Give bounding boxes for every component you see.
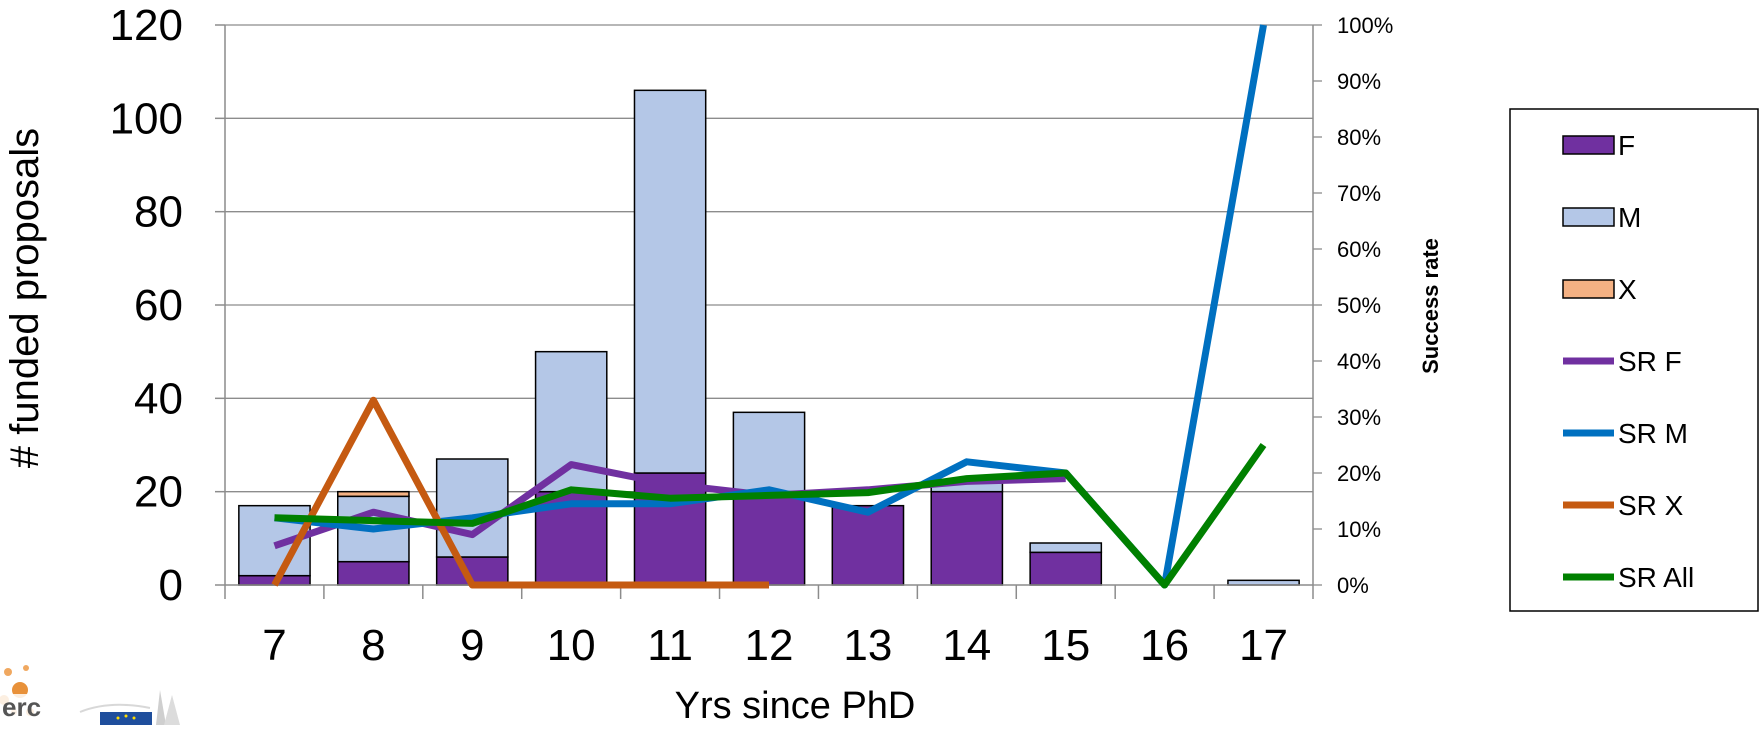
x-tick-label: 12 [745,621,794,670]
gridlines [225,24,1313,493]
bar-f-13 [831,504,905,586]
bar-m-11 [633,89,707,474]
x-tick-label: 17 [1239,621,1288,670]
line-sr-all [274,442,1267,589]
legend-label-sr-x: SR X [1618,490,1684,521]
line-sr-x [271,396,769,589]
legend-swatch-m [1562,207,1615,227]
y-tick-label: 0 [159,561,183,610]
x-tick-label: 16 [1140,621,1189,670]
y-tick-label: 40 [134,374,183,423]
line-series [271,24,1267,589]
bar-series [238,89,1300,586]
bar-f-12 [732,490,806,586]
svg-text:erc: erc [2,692,41,722]
x-tick-label: 11 [647,621,693,670]
y2-tick-label: 70% [1337,181,1381,206]
y2-tick-label: 90% [1337,69,1381,94]
bar-f-15 [1029,551,1103,586]
eu-flag-logo [79,690,180,725]
legend-label-m: M [1618,202,1641,233]
legend-label-sr-m: SR M [1618,418,1688,449]
x-tick-label: 10 [547,621,596,670]
y2-tick-label: 20% [1337,461,1381,486]
y-axis-title: # funded proposals [3,128,47,468]
erc-logo: erc [0,665,44,722]
y2-tick-label: 60% [1337,237,1381,262]
x-tick-label: 8 [361,621,385,670]
legend-label-sr-all: SR All [1618,562,1694,593]
bar-m-12 [732,411,806,493]
legend-swatch-x [1562,279,1615,299]
bar-x-8 [337,490,410,498]
y2-tick-label: 40% [1337,349,1381,374]
y-tick-label: 20 [134,468,183,517]
legend-label-sr-f: SR F [1618,346,1682,377]
y2-tick-label: 50% [1337,293,1381,318]
x-axis-title: Yrs since PhD [675,685,916,725]
legend-label-x: X [1618,274,1637,305]
legend-box [1509,108,1759,612]
bar-f-8 [337,560,410,586]
y-tick-label: 60 [134,281,183,330]
x-tick-label: 13 [843,621,892,670]
bar-f-14 [930,490,1004,586]
x-tick-label: 15 [1041,621,1090,670]
y2-tick-label: 100% [1337,13,1393,38]
x-tick-label: 7 [262,621,286,670]
y2-axis-title: Success rate [1418,238,1443,374]
legend-label-f: F [1618,130,1635,161]
legend-swatch-f [1562,135,1615,155]
y2-tick-label: 80% [1337,125,1381,150]
legend: F M X SR F SR M SR X SR All [1509,108,1759,612]
x-tick-label: 14 [942,621,991,670]
y2-tick-label: 0% [1337,573,1369,598]
y2-tick-label: 10% [1337,517,1381,542]
y-tick-label: 80 [134,188,183,237]
y-tick-label: 120 [110,1,183,50]
bar-m-15 [1029,542,1103,554]
x-tick-label: 9 [460,621,484,670]
y2-tick-label: 30% [1337,405,1381,430]
y-tick-label: 100 [110,94,183,143]
tick-labels: 0 20 40 60 80 100 120 0% 10% 20% 30% 40% 50% 60% 70% 80… [110,1,1394,670]
